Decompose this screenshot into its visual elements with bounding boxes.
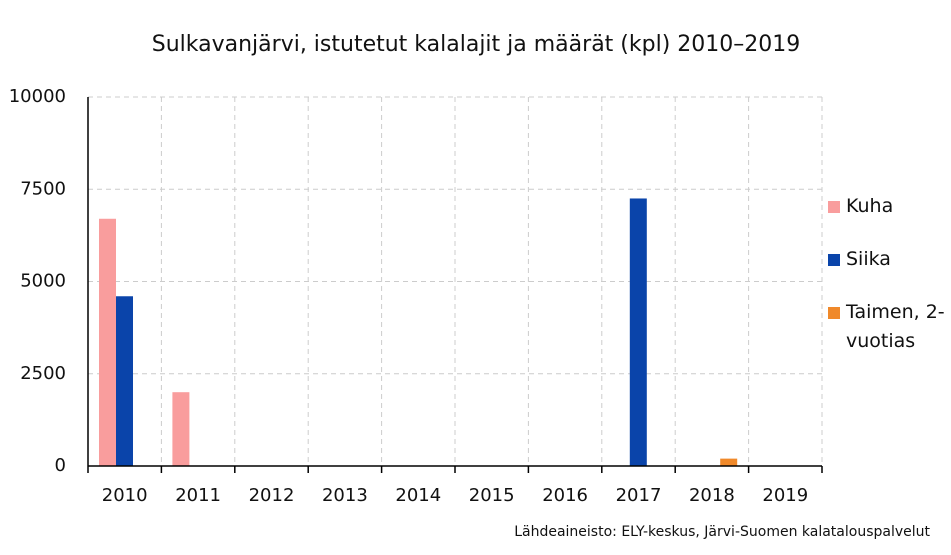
legend-swatch xyxy=(828,201,840,213)
y-tick-label: 5000 xyxy=(20,271,66,292)
legend-item: Kuha xyxy=(828,192,946,221)
x-tick-label: 2016 xyxy=(542,485,588,506)
legend-item: Siika xyxy=(828,245,946,274)
bar xyxy=(172,392,190,466)
y-tick-label: 10000 xyxy=(9,86,66,107)
legend: Kuha Siika Taimen, 2-vuotias xyxy=(828,192,946,380)
legend-label: Kuha xyxy=(846,195,894,217)
bar xyxy=(116,296,133,466)
x-tick-label: 2013 xyxy=(322,485,368,506)
bar xyxy=(99,218,116,466)
y-tick-label: 7500 xyxy=(20,178,66,199)
x-tick-label: 2010 xyxy=(102,485,148,506)
x-tick-label: 2017 xyxy=(616,485,662,506)
x-tick-label: 2012 xyxy=(249,485,295,506)
x-tick-label: 2011 xyxy=(175,485,221,506)
legend-label: Taimen, 2-vuotias xyxy=(846,301,945,352)
legend-swatch xyxy=(828,307,840,319)
y-tick-label: 0 xyxy=(55,455,66,476)
legend-item: Taimen, 2-vuotias xyxy=(828,298,946,356)
y-tick-label: 2500 xyxy=(20,363,66,384)
legend-label: Siika xyxy=(846,248,891,270)
x-tick-label: 2015 xyxy=(469,485,515,506)
chart-title: Sulkavanjärvi, istutetut kalalajit ja mä… xyxy=(152,32,801,57)
x-tick-label: 2014 xyxy=(395,485,441,506)
source-note: Lähdeaineisto: ELY-keskus, Järvi-Suomen … xyxy=(514,524,930,540)
x-tick-label: 2018 xyxy=(689,485,735,506)
bar xyxy=(720,458,738,466)
bar xyxy=(629,198,647,466)
x-tick-label: 2019 xyxy=(762,485,808,506)
legend-swatch xyxy=(828,254,840,266)
